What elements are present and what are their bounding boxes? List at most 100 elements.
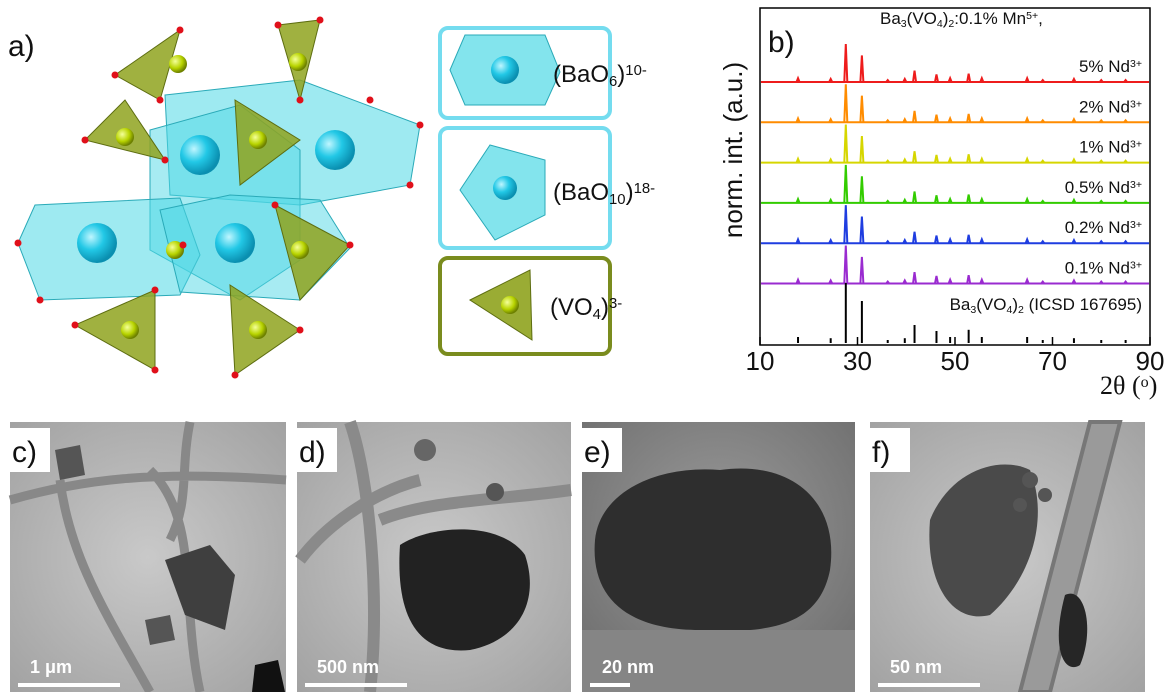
text-piece: 3+ [1130,139,1142,151]
text-piece: ) [1149,371,1158,400]
peak [933,74,939,83]
x-tick-label: 30 [843,346,872,376]
peak [859,256,865,284]
peak [1123,279,1128,285]
scale-bar-label: 500 nm [317,657,379,677]
text-piece: 1% Nd [1079,138,1130,157]
peak [902,197,908,204]
peak [966,194,972,204]
peak [1071,76,1077,83]
text-piece: 0.2% Nd [1065,218,1130,237]
y-axis-label: norm. int. (a.u.) [718,62,748,238]
peak [1024,115,1030,123]
peak [843,84,849,123]
peak [828,117,834,123]
peak [1123,118,1128,123]
peak [1024,75,1030,83]
peak [902,278,908,284]
peak [885,279,891,285]
text-piece: (VO [550,294,593,321]
peak [1123,159,1128,164]
peak [828,157,834,164]
peak [859,216,865,244]
text-piece: ) [1012,295,1018,314]
panel-label: d) [299,436,326,469]
peak [902,117,908,123]
peak [1098,159,1104,164]
peak [1071,237,1077,244]
peak [947,115,953,123]
peak [843,164,849,203]
peak [885,118,891,123]
peak [966,234,972,244]
peak [1040,159,1046,164]
peak [885,78,891,83]
text-piece: 10- [625,63,647,79]
legend-label: (BaO10)18- [553,179,655,208]
peak [795,156,801,163]
peak [902,157,908,164]
x-tick-label: 50 [941,346,970,376]
label-background [297,428,337,472]
peak [1024,196,1030,204]
peak [1040,239,1046,244]
peak [933,154,939,163]
peak [859,135,865,163]
peak [1123,78,1128,83]
micrographs [8,420,1145,692]
peak [979,276,985,284]
label-background [870,428,910,472]
peak [885,159,891,164]
peak [947,196,953,204]
peak [1024,236,1030,244]
text-piece: ) [626,179,634,206]
series-label: Ba3(VO4)2 (ICSD 167695) [950,295,1142,316]
peak [885,239,891,244]
peak [912,110,918,123]
series-label: 0.2% Nd3+ [1065,218,1142,237]
peak [947,276,953,284]
series-label: 0.1% Nd3+ [1065,259,1142,278]
text-piece: Ba [880,9,901,28]
peak [1098,239,1104,244]
peak [843,245,849,284]
panel-label: f) [872,436,890,469]
peak [843,205,849,244]
panel-label: e) [584,436,611,469]
text-piece: :0.1% Mn [954,9,1026,28]
peak [947,236,953,244]
peak [843,124,849,163]
panel-label: a) [8,30,35,63]
x-tick-label: 10 [746,346,775,376]
text-piece: (ICSD 167695) [1024,295,1142,314]
peak [979,75,985,83]
text-piece: 3+ [1130,219,1142,231]
text-piece: (VO [976,295,1006,314]
peak [979,236,985,244]
peak [912,231,918,244]
peak [828,76,834,83]
peak [979,156,985,163]
text-piece: (VO [907,9,937,28]
crystal-structure [14,16,424,379]
text-piece: 3+ [1130,58,1142,70]
peak [1040,199,1046,204]
text-piece: 2 [948,18,954,30]
peak [1071,278,1077,284]
series-label: 5% Nd3+ [1079,57,1142,76]
scale-bar-label: 1 μm [30,657,72,677]
peak [979,196,985,204]
legend-label: (BaO6)10- [553,61,647,90]
panel-label: b) [768,26,795,59]
label-background [582,428,622,472]
text-piece: (BaO [553,179,609,206]
peak [1024,156,1030,163]
micrograph-labels: c) 1 μm d) 500 nm e) 20 nm f) 50 nm [10,428,980,687]
text-piece: 4 [593,307,601,323]
text-piece: o [1141,374,1149,391]
x-tick-label: 70 [1038,346,1067,376]
text-piece: 2 [1018,304,1024,316]
label-background [10,428,50,472]
text-piece: 0.5% Nd [1065,178,1130,197]
peak [795,276,801,284]
